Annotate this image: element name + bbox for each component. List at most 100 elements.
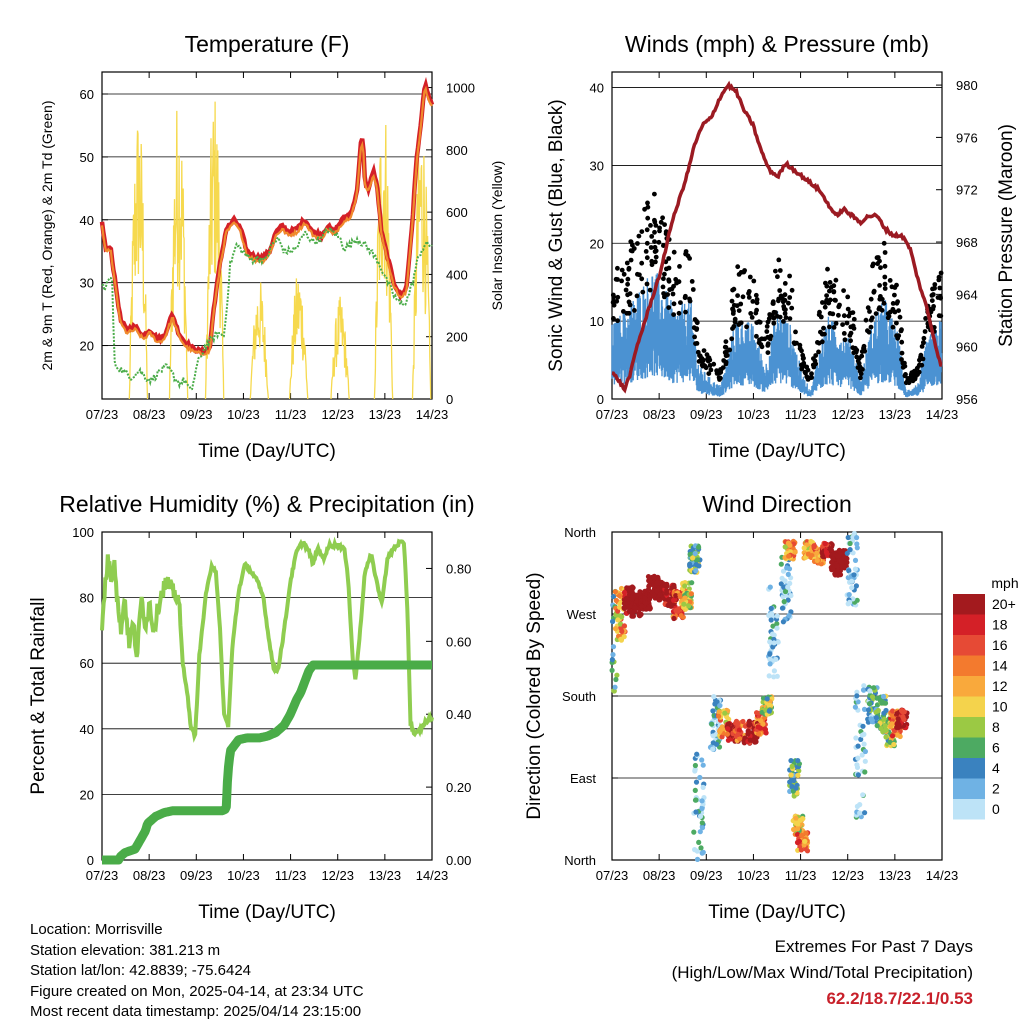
direction-point: [775, 639, 781, 645]
gust-point: [660, 284, 666, 290]
gust-point: [858, 375, 863, 381]
x-tick-label: 12/23: [831, 407, 864, 422]
gust-point: [841, 288, 846, 293]
gust-point: [764, 329, 770, 334]
direction-point: [844, 550, 850, 556]
gust-point: [683, 309, 688, 315]
direction-point: [762, 726, 768, 732]
gust-point: [797, 346, 803, 351]
gust-point: [625, 292, 630, 298]
gust-point: [662, 222, 667, 228]
gust-point: [754, 333, 759, 339]
x-tick-label: 07/23: [86, 407, 119, 422]
pressure-line: [611, 80, 943, 394]
y-tick-label: 20: [590, 236, 604, 251]
direction-point: [609, 657, 616, 663]
x-tick-label: 14/23: [926, 868, 959, 883]
x-tick-label: 14/23: [926, 407, 959, 422]
direction-point: [895, 716, 901, 722]
direction-point: [747, 737, 753, 743]
gust-point: [841, 313, 847, 319]
direction-point: [697, 813, 704, 820]
y-tick-label: 50: [80, 150, 94, 165]
panel-title: Wind Direction: [702, 491, 852, 517]
gust-point: [865, 305, 871, 311]
direction-point: [617, 621, 624, 627]
gust-point: [632, 308, 637, 313]
direction-point: [889, 733, 896, 739]
solar-burst: [168, 110, 189, 400]
direction-point: [865, 707, 872, 713]
direction-point: [699, 806, 705, 812]
direction-point: [694, 856, 701, 863]
direction-point: [671, 615, 677, 622]
gust-point: [692, 334, 697, 340]
x-axis-label: Time (Day/UTC): [708, 902, 846, 923]
direction-point: [614, 672, 620, 678]
gust-point: [827, 280, 833, 285]
gust-point: [615, 277, 620, 282]
gust-point: [765, 350, 771, 355]
gust-point: [824, 293, 829, 298]
sonic-wind-series: [611, 273, 943, 398]
gust-point: [735, 293, 740, 298]
gust-point: [628, 257, 634, 263]
gust-point: [770, 312, 775, 318]
gust-point: [677, 264, 682, 269]
extremes-title: Extremes For Past 7 Days: [774, 937, 973, 956]
legend-swatch: [953, 758, 985, 779]
direction-point: [799, 832, 805, 839]
temp-9m-series: [100, 85, 433, 356]
direction-point: [847, 540, 853, 547]
gust-point: [627, 302, 633, 308]
gust-point: [717, 377, 722, 382]
gust-point: [822, 304, 828, 310]
y2-tick-label: 400: [446, 267, 468, 282]
legend-label: 10: [992, 699, 1008, 715]
gust-point: [730, 326, 735, 331]
y2-tick-label: 800: [446, 143, 468, 158]
y-tick-label: 0: [597, 392, 604, 407]
legend-swatch: [953, 655, 985, 676]
direction-point: [801, 545, 807, 551]
gust-point: [738, 301, 744, 307]
direction-point: [774, 621, 780, 627]
y2-tick-label: 976: [956, 130, 978, 145]
direction-point: [835, 553, 841, 559]
gust-point: [841, 331, 847, 336]
gust-point: [718, 367, 723, 372]
x-tick-label: 07/23: [596, 868, 629, 883]
direction-point: [656, 597, 663, 603]
extremes-box: Extremes For Past 7 Days (High/Low/Max W…: [672, 934, 973, 1012]
gust-point: [845, 306, 851, 312]
direction-point: [724, 731, 731, 737]
direction-point: [694, 751, 700, 757]
direction-point: [742, 735, 748, 741]
gust-point: [640, 289, 646, 295]
direction-point: [849, 585, 855, 591]
gust-point: [831, 325, 837, 330]
gust-point: [938, 270, 944, 276]
y2-tick-label: 200: [446, 330, 468, 345]
y-tick-label: North: [564, 525, 596, 540]
direction-point: [894, 711, 900, 717]
direction-point: [795, 826, 801, 832]
gust-point: [666, 278, 672, 284]
gust-point: [846, 313, 852, 319]
gust-point: [656, 239, 662, 245]
gust-point: [807, 375, 812, 381]
direction-point: [713, 741, 720, 747]
y2-tick-label: 968: [956, 235, 978, 250]
gust-point: [875, 255, 881, 260]
panel-temperature: Temperature (F) 07/23 08/23 09/23 10/23 11/23…: [39, 31, 505, 462]
gust-point: [639, 229, 645, 235]
gust-point: [773, 310, 778, 315]
y2-tick-label: 0: [446, 392, 453, 407]
direction-point: [900, 714, 906, 720]
direction-point: [853, 735, 859, 741]
gust-point: [708, 367, 714, 373]
solar-burst: [330, 296, 350, 400]
direction-point: [693, 779, 700, 785]
gust-point: [637, 272, 642, 278]
gust-point: [694, 341, 700, 346]
